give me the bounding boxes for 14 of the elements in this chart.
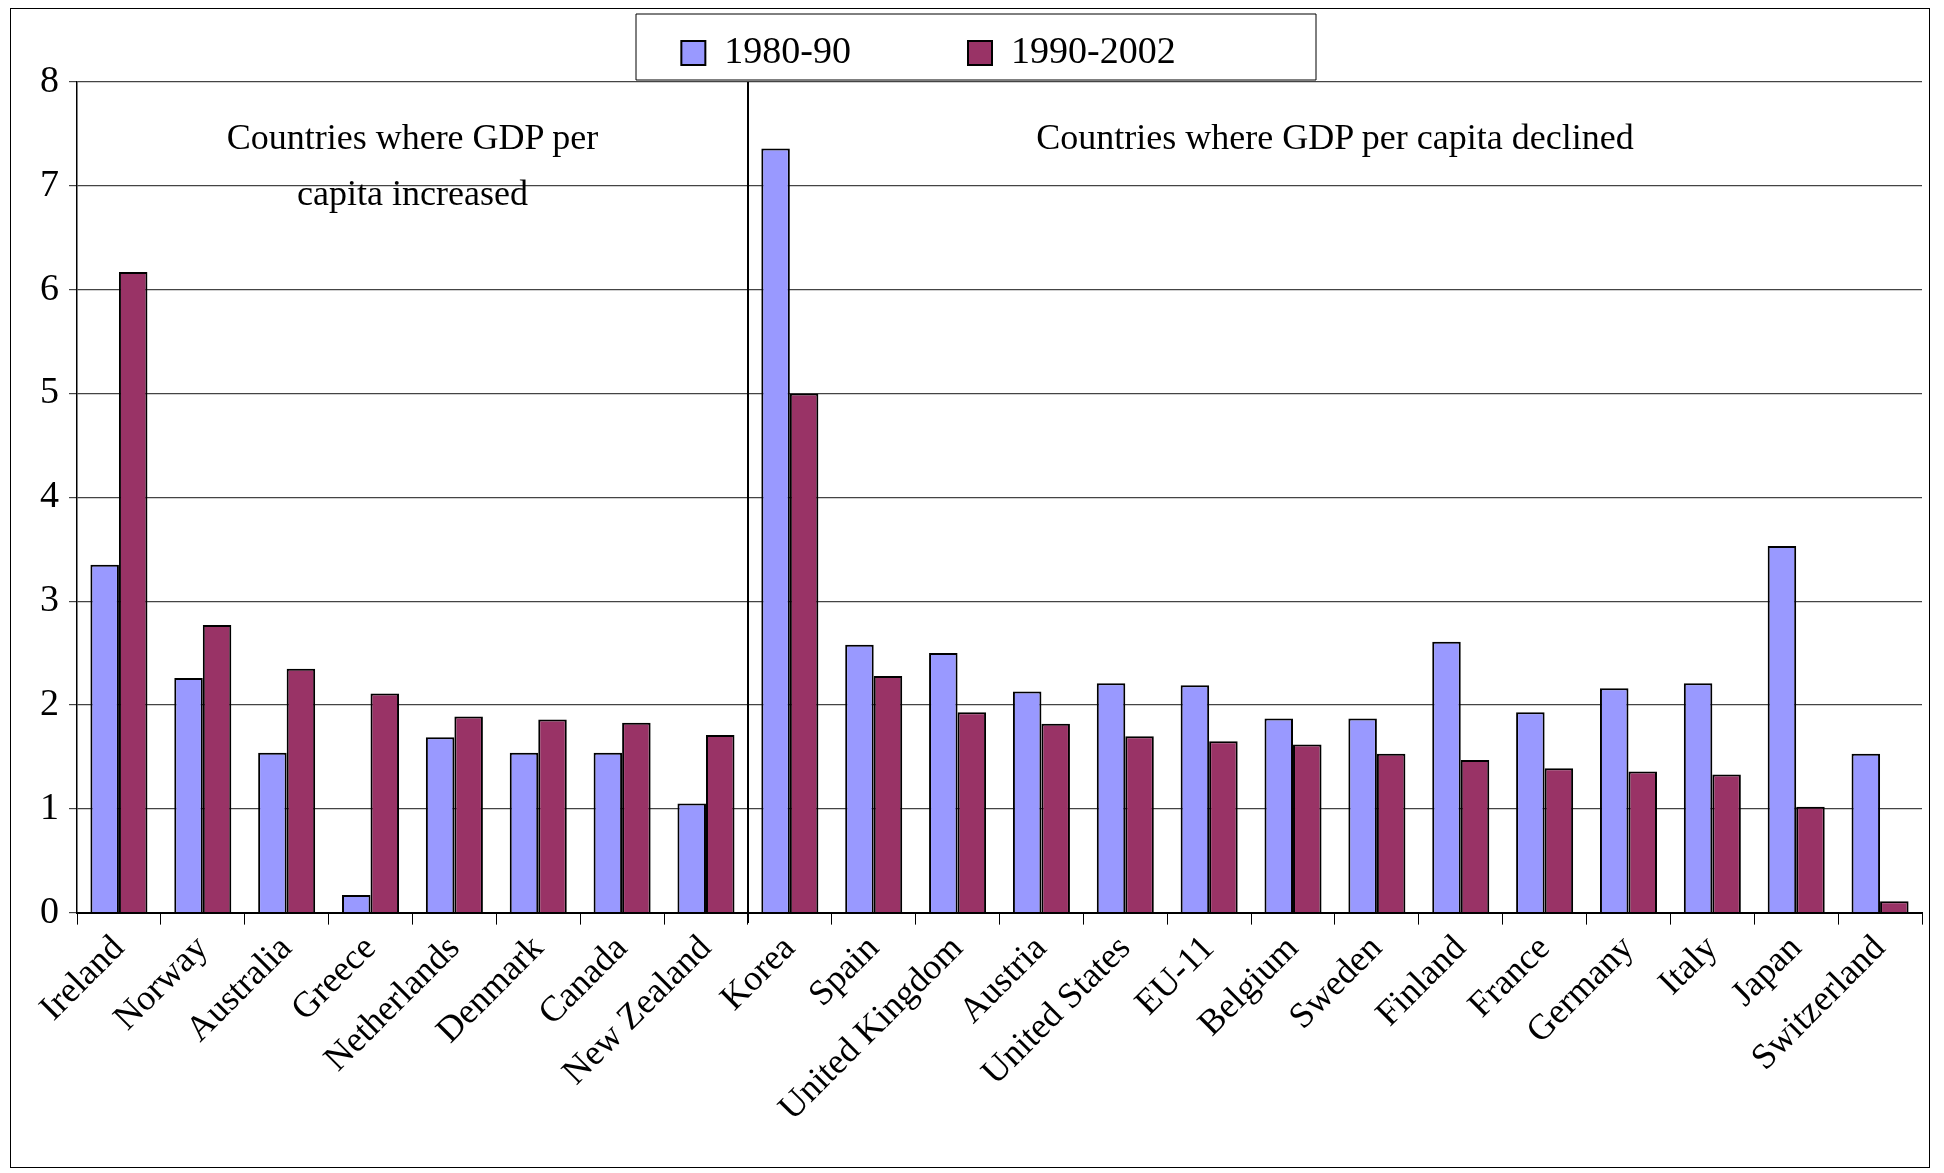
y-tick-label: 2 (40, 680, 59, 723)
y-tick-label: 0 (40, 888, 59, 931)
x-tick-label: Italy (1649, 926, 1725, 1002)
y-tick-label: 5 (40, 369, 59, 412)
y-tick-label: 3 (40, 577, 59, 620)
legend-label: 1990-2002 (1011, 28, 1271, 71)
y-tick-label: 1 (40, 784, 59, 827)
y-tick-label: 4 (40, 473, 59, 516)
y-tick-label: 6 (40, 265, 59, 308)
y-tick-label: 7 (40, 161, 59, 204)
annotation: Countries where GDP per capita increased (226, 117, 599, 214)
annotation: Countries where GDP per capita declined (1036, 117, 1634, 158)
legend-label: 1980-90 (724, 28, 946, 71)
y-tick-label: 8 (40, 57, 59, 100)
